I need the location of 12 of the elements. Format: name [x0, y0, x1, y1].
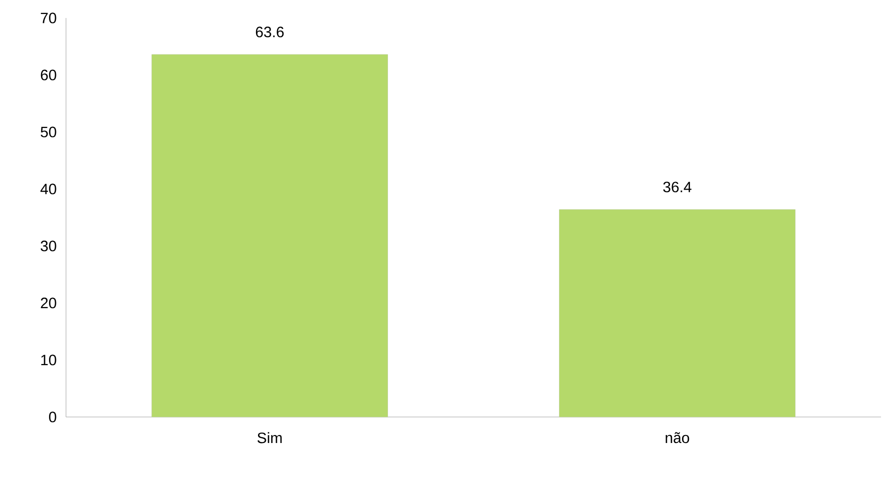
- y-tick-label: 50: [40, 126, 56, 138]
- x-tick-label: Sim: [258, 432, 282, 444]
- y-tick-label: 20: [40, 298, 56, 308]
- x-tick-label: não: [666, 432, 690, 444]
- y-tick-label: 70: [40, 12, 56, 24]
- y-tick-label: 30: [40, 240, 56, 252]
- y-tick-label: 40: [40, 184, 56, 194]
- data-label: 63.6: [256, 26, 284, 38]
- data-label: 36.4: [663, 182, 692, 192]
- y-tick-label: 0: [49, 412, 56, 422]
- y-tick-label: 10: [41, 354, 56, 366]
- y-tick-label: 60: [40, 70, 56, 80]
